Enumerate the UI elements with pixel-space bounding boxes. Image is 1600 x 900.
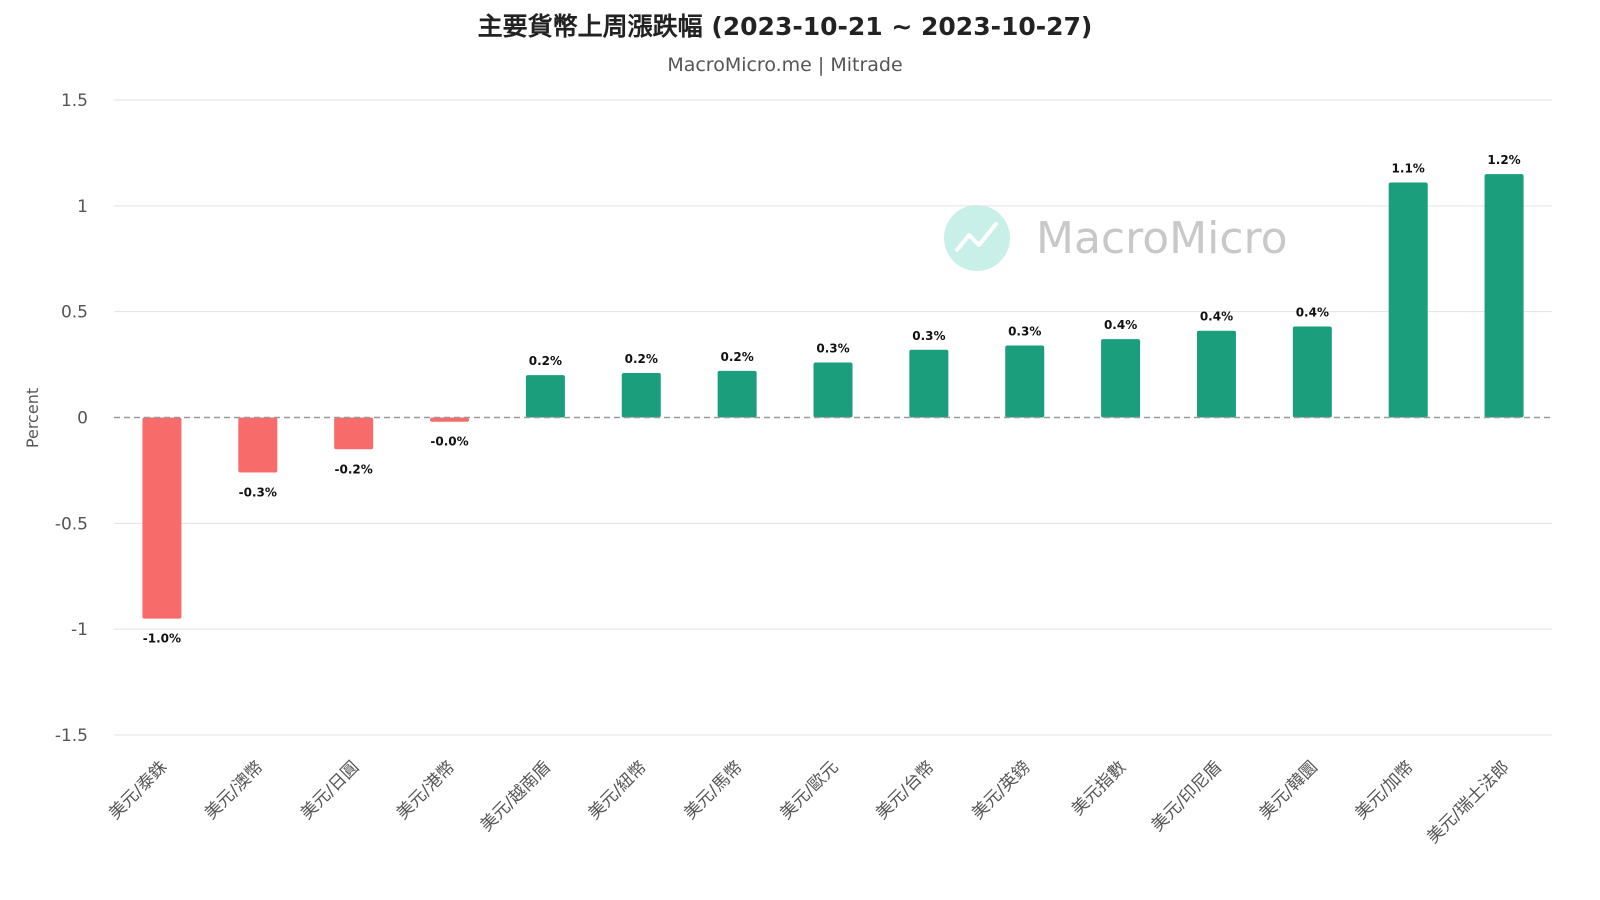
chart-trend-icon — [955, 222, 998, 252]
x-tick-label: 美元/英鎊 — [968, 757, 1034, 823]
watermark-logo-circle — [944, 205, 1010, 271]
data-label: 0.4% — [1296, 305, 1329, 319]
x-tick-label: 美元/瑞士法郎 — [1423, 757, 1513, 847]
bar — [1101, 339, 1141, 418]
x-tick-label: 美元/紐幣 — [585, 757, 651, 823]
x-tick-label: 美元/泰銖 — [105, 757, 171, 823]
x-tick-label: 美元/日圓 — [297, 757, 363, 823]
x-tick-label: 美元/越南盾 — [477, 757, 555, 835]
y-tick-label: -1.5 — [55, 726, 88, 746]
x-tick-label: 美元/港幣 — [393, 757, 459, 823]
watermark: MacroMicro — [944, 205, 1288, 271]
x-tick-label: 美元/韓圜 — [1256, 757, 1322, 823]
grid — [114, 99, 1552, 736]
x-tick-label: 美元/歐元 — [776, 757, 842, 823]
bar — [334, 417, 374, 450]
data-label: 0.3% — [912, 329, 945, 343]
y-tick-label: -1 — [71, 620, 88, 640]
data-label: 0.3% — [816, 341, 849, 355]
bar — [238, 417, 278, 473]
data-label: 0.4% — [1104, 318, 1137, 332]
x-tick-label: 美元/台幣 — [872, 757, 938, 823]
data-label: 0.2% — [720, 350, 753, 364]
data-label: 0.2% — [625, 352, 658, 366]
data-label: 1.2% — [1487, 153, 1520, 167]
y-tick-label: 0.5 — [61, 303, 88, 323]
chart-title: 主要貨幣上周漲跌幅 (2023-10-21 ~ 2023-10-27) — [478, 12, 1093, 41]
bar — [1292, 326, 1332, 418]
data-label: -0.3% — [239, 486, 277, 500]
bars — [142, 174, 1524, 619]
data-label: -0.0% — [430, 435, 468, 449]
chart-subtitle: MacroMicro.me | Mitrade — [667, 54, 902, 76]
data-label: 0.4% — [1200, 310, 1233, 324]
data-label: 1.1% — [1392, 162, 1425, 176]
bar — [621, 373, 661, 418]
y-axis-ticks: 1.5 1 0.5 0 -0.5 -1 -1.5 — [55, 91, 88, 746]
x-tick-label: 美元/印尼盾 — [1148, 757, 1226, 835]
y-tick-label: 1 — [77, 197, 88, 217]
watermark-text: MacroMicro — [1036, 213, 1288, 264]
bar — [142, 417, 182, 619]
bar — [909, 349, 949, 418]
data-label: 0.2% — [529, 354, 562, 368]
data-label: -1.0% — [143, 632, 181, 646]
bar — [525, 375, 565, 418]
bar — [1388, 182, 1428, 418]
x-axis-ticks: 美元/泰銖 美元/澳幣 美元/日圓 美元/港幣 美元/越南盾 美元/紐幣 美元/馬幣 美元/歐… — [105, 757, 1513, 847]
bar — [1196, 330, 1236, 418]
y-tick-label: -0.5 — [55, 514, 88, 534]
bar — [430, 417, 470, 422]
y-axis-label: Percent — [23, 388, 42, 448]
y-tick-label: 0 — [77, 409, 88, 429]
bar — [1005, 345, 1045, 418]
data-label: -0.2% — [335, 462, 373, 476]
data-label: 0.3% — [1008, 325, 1041, 339]
x-tick-label: 美元/加幣 — [1351, 757, 1417, 823]
bar — [813, 362, 853, 418]
y-tick-label: 1.5 — [61, 91, 88, 111]
x-tick-label: 美元指數 — [1068, 757, 1130, 819]
x-tick-label: 美元/馬幣 — [680, 757, 746, 823]
bar — [717, 370, 757, 418]
x-tick-label: 美元/澳幣 — [201, 757, 267, 823]
bar — [1484, 174, 1524, 418]
data-labels: -1.0% -0.3% -0.2% -0.0% 0.2% 0.2% 0.2% 0.3% 0.3%… — [143, 153, 1521, 646]
